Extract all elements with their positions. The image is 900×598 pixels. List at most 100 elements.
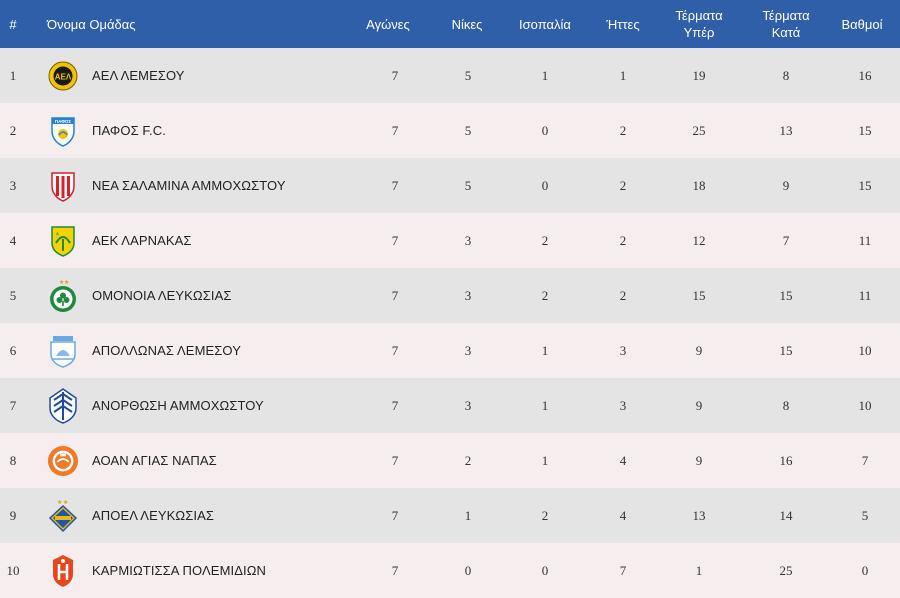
games-played: 7: [391, 452, 399, 468]
header-goals-against[interactable]: Τέρματα Κατά: [762, 8, 810, 40]
anorthosis-shield-logo-icon[interactable]: [47, 378, 79, 433]
table-row[interactable]: 1 ΑΕΛ ΑΕΛ ΛΕΜΕΣΟΥ 7 5 1 1 19 8 16: [0, 48, 900, 103]
draws: 2: [541, 232, 549, 248]
row-rank: 5: [9, 287, 17, 303]
table-row[interactable]: 7 ΑΝΟΡΘΩΣΗ ΑΜΜΟΧΩΣΤΟΥ 7 3 1 3 9 8 10: [0, 378, 900, 433]
points: 11: [858, 287, 872, 303]
apollon-limassol-crest-logo-icon[interactable]: [47, 323, 79, 378]
games-played: 7: [391, 342, 399, 358]
wins: 1: [464, 507, 472, 523]
wins: 3: [464, 287, 472, 303]
team-name[interactable]: ΑΕΚ ΛΑΡΝΑΚΑΣ: [92, 233, 192, 248]
header-team-name[interactable]: Όνομα Ομάδας: [47, 16, 136, 32]
goals-against: 8: [782, 397, 790, 413]
table-row[interactable]: 3 ΝΕΑ ΣΑΛΑΜΙΝΑ ΑΜΜΟΧΩΣΤΟΥ 7 5 0 2 18 9 15: [0, 158, 900, 213]
svg-text:★: ★: [64, 279, 69, 286]
losses: 3: [619, 342, 627, 358]
draws: 2: [541, 507, 549, 523]
goals-against: 13: [779, 122, 793, 138]
row-rank: 2: [9, 122, 17, 138]
team-name[interactable]: ΝΕΑ ΣΑΛΑΜΙΝΑ ΑΜΜΟΧΩΣΤΟΥ: [92, 178, 286, 193]
games-played: 7: [391, 397, 399, 413]
pafos-fc-shield-logo-icon[interactable]: ΠΑΦΟΣ: [47, 103, 79, 158]
games-played: 7: [391, 232, 399, 248]
losses: 2: [619, 287, 627, 303]
svg-text:ΑΕΛ: ΑΕΛ: [55, 72, 72, 81]
draws: 1: [541, 67, 549, 83]
table-row[interactable]: 6 ΑΠΟΛΛΩΝΑΣ ΛΕΜΕΣΟΥ 7 3 1 3 9 15 10: [0, 323, 900, 378]
goals-for: 9: [695, 397, 703, 413]
team-name[interactable]: ΟΜΟΝΟΙΑ ΛΕΥΚΩΣΙΑΣ: [92, 288, 232, 303]
team-name[interactable]: ΑΟΑΝ ΑΓΙΑΣ ΝΑΠΑΣ: [92, 453, 217, 468]
row-rank: 9: [9, 507, 17, 523]
points: 15: [858, 177, 872, 193]
losses: 4: [619, 507, 627, 523]
table-header-row: # Όνομα Ομάδας Αγώνες Νίκες Ισοπαλία Ήττ…: [0, 0, 900, 48]
goals-against: 15: [779, 342, 793, 358]
goals-against: 9: [782, 177, 790, 193]
draws: 2: [541, 287, 549, 303]
aek-larnaca-crest-logo-icon[interactable]: Α: [47, 213, 79, 268]
points: 15: [858, 122, 872, 138]
svg-text:★: ★: [57, 499, 62, 506]
wins: 5: [464, 177, 472, 193]
wins: 2: [464, 452, 472, 468]
draws: 1: [541, 342, 549, 358]
table-row[interactable]: 5 ★ ★ ΟΜΟΝΟΙΑ ΛΕΥΚΩΣΙΑΣ 7 3 2 2 15 15 11: [0, 268, 900, 323]
table-row[interactable]: 8 ΑΟΑΝ ΑΓΙΑΣ ΝΑΠΑΣ 7 2 1 4 9 16 7: [0, 433, 900, 488]
omonoia-crest-logo-icon[interactable]: ★ ★: [47, 268, 79, 323]
wins: 0: [464, 562, 472, 578]
goals-against: 7: [782, 232, 790, 248]
header-goals-for[interactable]: Τέρματα Υπέρ: [675, 8, 723, 40]
svg-text:★: ★: [63, 499, 68, 506]
team-name[interactable]: ΠΑΦΟΣ F.C.: [92, 123, 166, 138]
games-played: 7: [391, 287, 399, 303]
draws: 0: [541, 122, 549, 138]
team-name[interactable]: ΑΠΟΛΛΩΝΑΣ ΛΕΜΕΣΟΥ: [92, 343, 241, 358]
games-played: 7: [391, 562, 399, 578]
team-name[interactable]: ΑΠΟΕΛ ΛΕΥΚΩΣΙΑΣ: [92, 508, 214, 523]
games-played: 7: [391, 177, 399, 193]
header-draws[interactable]: Ισοπαλία: [519, 16, 571, 32]
header-rank[interactable]: #: [9, 16, 17, 32]
goals-for: 13: [692, 507, 706, 523]
draws: 0: [541, 177, 549, 193]
goals-for: 19: [692, 67, 706, 83]
goals-against: 25: [779, 562, 793, 578]
row-rank: 1: [9, 67, 17, 83]
apoel-crest-logo-icon[interactable]: ★ ★: [47, 488, 79, 543]
aoan-ayia-napa-crest-logo-icon[interactable]: [47, 433, 79, 488]
goals-for: 9: [695, 342, 703, 358]
goals-for: 25: [692, 122, 706, 138]
losses: 2: [619, 177, 627, 193]
nea-salamina-shield-logo-icon[interactable]: [47, 158, 79, 213]
team-name[interactable]: ΚΑΡΜΙΩΤΙΣΣΑ ΠΟΛΕΜΙΔΙΩΝ: [92, 563, 267, 578]
ael-limassol-crest-logo-icon[interactable]: ΑΕΛ: [47, 48, 79, 103]
table-row[interactable]: 4 Α ΑΕΚ ΛΑΡΝΑΚΑΣ 7 3 2 2 12 7 11: [0, 213, 900, 268]
header-wins[interactable]: Νίκες: [451, 16, 483, 32]
row-rank: 4: [9, 232, 17, 248]
row-rank: 3: [9, 177, 17, 193]
svg-text:ΠΑΦΟΣ: ΠΑΦΟΣ: [55, 119, 72, 124]
goals-for: 9: [695, 452, 703, 468]
row-rank: 6: [9, 342, 17, 358]
draws: 0: [541, 562, 549, 578]
header-losses[interactable]: Ήττες: [606, 16, 640, 32]
wins: 5: [464, 122, 472, 138]
header-points[interactable]: Βαθμοί: [841, 16, 883, 32]
losses: 1: [619, 67, 627, 83]
goals-against: 16: [779, 452, 793, 468]
points: 7: [861, 452, 869, 468]
karmiotissa-shield-logo-icon[interactable]: [47, 543, 79, 598]
draws: 1: [541, 452, 549, 468]
goals-against: 15: [779, 287, 793, 303]
table-row[interactable]: 2 ΠΑΦΟΣ ΠΑΦΟΣ F.C. 7 5 0 2 25 13 15: [0, 103, 900, 158]
header-played[interactable]: Αγώνες: [366, 16, 410, 32]
team-name[interactable]: ΑΝΟΡΘΩΣΗ ΑΜΜΟΧΩΣΤΟΥ: [92, 398, 264, 413]
goals-against: 8: [782, 67, 790, 83]
table-row[interactable]: 10 ΚΑΡΜΙΩΤΙΣΣΑ ΠΟΛΕΜΙΔΙΩΝ 7 0 0 7 1 25 0: [0, 543, 900, 598]
table-row[interactable]: 9 ★ ★ ΑΠΟΕΛ ΛΕΥΚΩΣΙΑΣ 7 1 2 4 13 14 5: [0, 488, 900, 543]
points: 16: [858, 67, 872, 83]
svg-text:★: ★: [59, 279, 64, 286]
team-name[interactable]: ΑΕΛ ΛΕΜΕΣΟΥ: [92, 68, 185, 83]
